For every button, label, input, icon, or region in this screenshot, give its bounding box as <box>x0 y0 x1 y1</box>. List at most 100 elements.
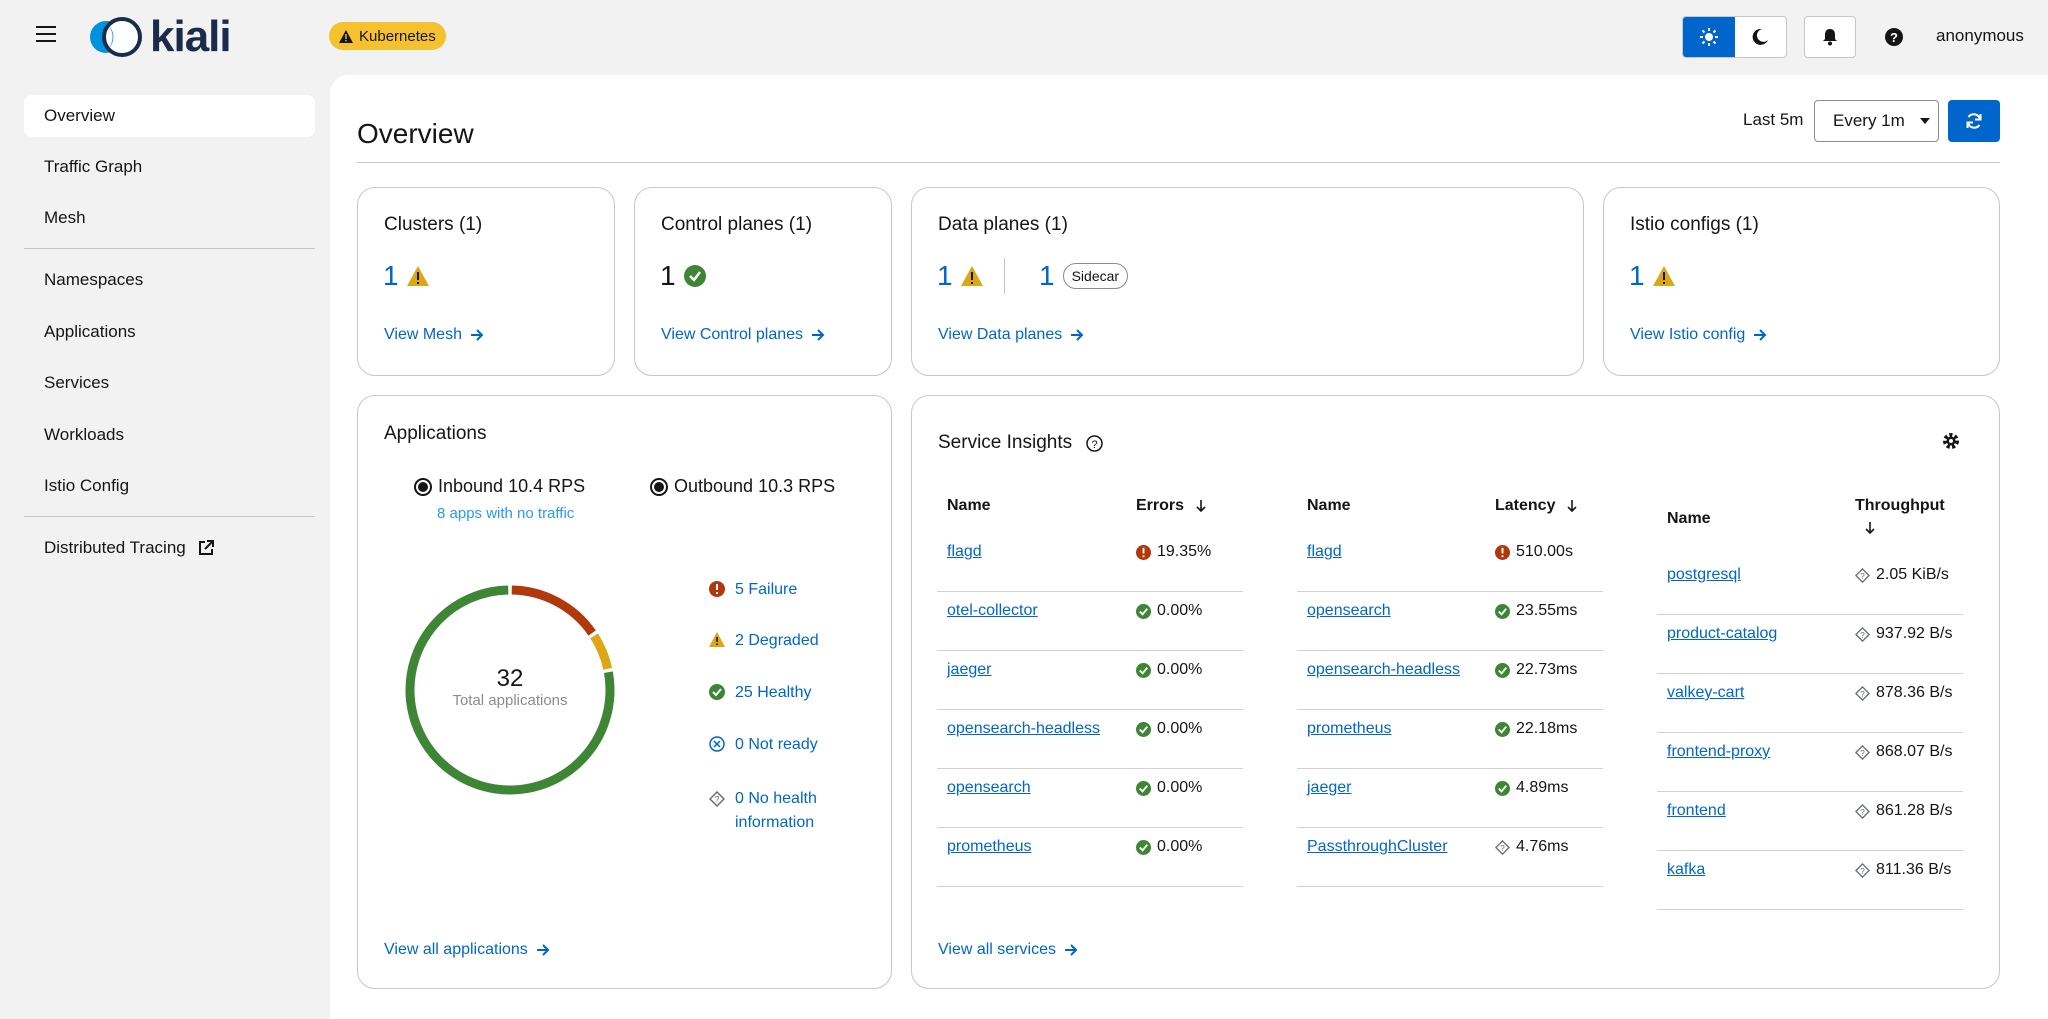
svg-text:?: ? <box>1860 865 1865 875</box>
dark-theme-button[interactable] <box>1735 17 1787 57</box>
sidebar-item-namespaces[interactable]: Namespaces <box>24 259 315 301</box>
errors-table-service-link[interactable]: otel-collector <box>947 602 1038 619</box>
legend-healthy[interactable]: 25 Healthy <box>709 684 812 702</box>
istio-configs-count[interactable]: 1 <box>1629 260 1675 292</box>
errors-table-service-link[interactable]: opensearch-headless <box>947 720 1100 737</box>
latency-table-value-cell: 4.89ms <box>1495 779 1568 797</box>
data-planes-count[interactable]: 1 <box>937 260 983 292</box>
sidebar-item-istio-config[interactable]: Istio Config <box>24 465 315 507</box>
donut-segment[interactable] <box>511 585 596 636</box>
unknown-icon: ? <box>1855 862 1870 878</box>
errors-table-service-link[interactable]: prometheus <box>947 838 1032 855</box>
view-all-applications-link[interactable]: View all applications <box>384 941 550 959</box>
sidebar-item-label: Mesh <box>44 208 86 227</box>
sidebar-item-overview[interactable]: Overview <box>24 95 315 137</box>
clusters-count[interactable]: 1 <box>383 260 429 292</box>
data-planes-count-value: 1 <box>937 260 953 291</box>
view-control-planes-link[interactable]: View Control planes <box>661 326 825 344</box>
sidebar-item-applications[interactable]: Applications <box>24 311 315 353</box>
throughput-table-value-cell: ? 811.36 B/s <box>1855 861 1951 879</box>
refresh-interval-select[interactable]: Every 1m <box>1814 100 1939 142</box>
total-applications-count: 32 <box>496 665 524 692</box>
latency-table-service-link[interactable]: prometheus <box>1307 720 1392 737</box>
throughput-table-header-value: Throughput <box>1855 497 1945 514</box>
gear-icon[interactable] <box>1942 432 1960 450</box>
view-all-services-link[interactable]: View all services <box>938 941 1078 959</box>
errors-table-value-cell: 0.00% <box>1136 838 1202 856</box>
legend-no-health[interactable]: ? 0 No health information <box>709 787 839 835</box>
sidebar-item-traffic-graph[interactable]: Traffic Graph <box>24 146 315 188</box>
arrow-right-icon <box>536 944 550 956</box>
throughput-table-service-link[interactable]: kafka <box>1667 861 1706 878</box>
caret-down-icon <box>1919 118 1930 124</box>
menu-toggle-button[interactable] <box>36 26 56 44</box>
help-icon[interactable]: ? <box>1086 434 1103 452</box>
kubernetes-badge-label: Kubernetes <box>359 27 436 45</box>
table-row-divider <box>1657 673 1963 674</box>
sidecar-badge: Sidecar <box>1062 263 1129 289</box>
light-theme-button[interactable] <box>1683 17 1735 57</box>
service-insights-card <box>911 395 2000 989</box>
latency-table-value: 22.18ms <box>1516 720 1578 737</box>
errors-table-header-sort[interactable]: Errors <box>1136 497 1206 515</box>
throughput-table-service-link[interactable]: postgresql <box>1667 566 1741 583</box>
view-data-planes-link[interactable]: View Data planes <box>938 326 1084 344</box>
sidecar-count[interactable]: 1 Sidecar <box>1039 260 1129 292</box>
refresh-interval-value: Every 1m <box>1833 111 1905 130</box>
control-planes-count[interactable]: 1 <box>660 260 706 292</box>
help-icon[interactable]: ? <box>1883 26 1905 48</box>
exclamation-circle-icon <box>1495 544 1510 560</box>
sidebar-item-mesh[interactable]: Mesh <box>24 197 315 239</box>
errors-table-service-link[interactable]: jaeger <box>947 661 992 678</box>
errors-table-value-cell: 0.00% <box>1136 720 1202 738</box>
kiali-logo-icon <box>90 17 142 57</box>
table-row-divider <box>937 827 1243 828</box>
throughput-table-service-link[interactable]: valkey-cart <box>1667 684 1745 701</box>
user-menu[interactable]: anonymous <box>1936 26 2024 45</box>
sidebar-item-distributed-tracing[interactable]: Distributed Tracing <box>24 527 315 569</box>
sidebar-item-services[interactable]: Services <box>24 362 315 404</box>
throughput-table-service-link[interactable]: frontend <box>1667 802 1726 819</box>
errors-table-value: 0.00% <box>1157 779 1203 796</box>
latency-table-service-link[interactable]: opensearch <box>1307 602 1391 619</box>
throughput-table-service-link[interactable]: frontend-proxy <box>1667 743 1771 760</box>
outbound-radio[interactable]: Outbound 10.3 RPS <box>650 476 835 497</box>
throughput-table-value: 868.07 B/s <box>1876 743 1953 760</box>
svg-text:?: ? <box>1860 806 1865 816</box>
donut-segment[interactable] <box>405 585 615 795</box>
errors-table-service-link[interactable]: opensearch <box>947 779 1031 796</box>
unknown-icon: ? <box>709 791 725 807</box>
latency-table-value: 22.73ms <box>1516 661 1578 678</box>
applications-card <box>357 395 892 989</box>
latency-table-header-value: Latency <box>1495 497 1556 514</box>
view-istio-config-label: View Istio config <box>1630 326 1746 343</box>
donut-segment[interactable] <box>590 633 613 670</box>
sort-down-icon <box>1567 500 1578 512</box>
errors-table-service-link[interactable]: flagd <box>947 543 982 560</box>
legend-not-ready[interactable]: 0 Not ready <box>709 736 818 754</box>
unknown-icon: ? <box>1855 567 1870 583</box>
legend-failure[interactable]: 5 Failure <box>709 581 797 599</box>
legend-degraded[interactable]: 2 Degraded <box>709 632 819 650</box>
latency-table-service-link[interactable]: PassthroughCluster <box>1307 838 1448 855</box>
refresh-button[interactable] <box>1948 100 2000 142</box>
sidebar-item-workloads[interactable]: Workloads <box>24 414 315 456</box>
kiali-logo[interactable]: kiali <box>86 12 232 61</box>
applications-health-donut <box>405 585 615 795</box>
view-mesh-label: View Mesh <box>384 326 462 343</box>
latency-table-service-link[interactable]: jaeger <box>1307 779 1352 796</box>
latency-table-service-link[interactable]: opensearch-headless <box>1307 661 1460 678</box>
sync-icon <box>1966 113 1982 129</box>
notifications-button[interactable] <box>1804 16 1856 58</box>
clusters-count-value: 1 <box>383 260 399 291</box>
latency-table-header-sort[interactable]: Latency <box>1495 497 1578 515</box>
throughput-table-header-sort[interactable]: Throughput <box>1855 497 1945 539</box>
svg-text:?: ? <box>714 795 719 805</box>
inbound-radio[interactable]: Inbound 10.4 RPS <box>414 476 585 497</box>
view-mesh-link[interactable]: View Mesh <box>384 326 484 344</box>
latency-table-service-link[interactable]: flagd <box>1307 543 1342 560</box>
throughput-table-service-link[interactable]: product-catalog <box>1667 625 1778 642</box>
check-circle-icon <box>1136 721 1151 737</box>
view-istio-config-link[interactable]: View Istio config <box>1630 326 1767 344</box>
total-applications-label: Total applications <box>452 692 568 709</box>
